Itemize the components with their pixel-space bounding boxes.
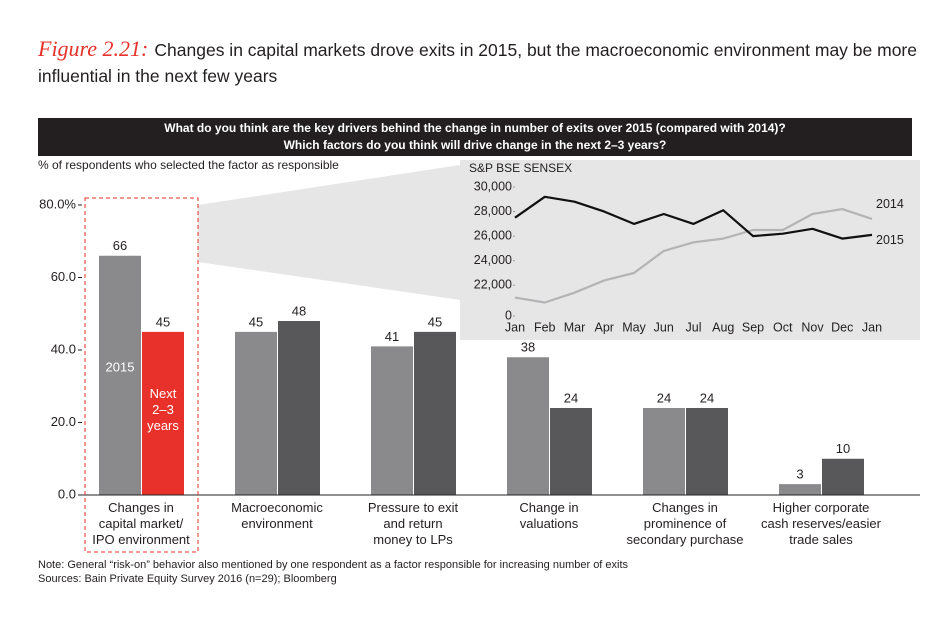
- series-label: 2014: [876, 197, 904, 211]
- x-tick-label: Change in valuations: [519, 500, 579, 531]
- value-label: 45: [428, 314, 442, 329]
- bar: [779, 484, 821, 495]
- bar: [550, 408, 592, 495]
- value-label: 24: [564, 390, 578, 405]
- value-label: 10: [836, 441, 850, 456]
- x-tick-label: Jan: [505, 320, 525, 334]
- x-tick-label: Mar: [564, 320, 586, 334]
- x-tick-label: Higher corporate cash reserves/easier tr…: [761, 500, 881, 547]
- bar: [371, 346, 413, 495]
- bar: [414, 331, 456, 495]
- bar: [235, 331, 277, 495]
- highlight-box: [84, 197, 199, 553]
- note: Note: General “risk-on” behavior also me…: [38, 559, 629, 571]
- value-label: 24: [657, 390, 671, 405]
- banner: [38, 118, 912, 156]
- source: Sources: Bain Private Equity Survey 2016…: [38, 573, 337, 585]
- inset-background: [460, 160, 920, 340]
- x-tick-label: Oct: [773, 320, 793, 334]
- value-label: 24: [700, 390, 714, 405]
- y-tick-label: 80.0%: [39, 196, 76, 211]
- x-tick-label: Changes in capital market/ IPO environme…: [92, 500, 190, 547]
- inset-title: S&P BSE SENSEX: [469, 161, 572, 175]
- x-tick-label: Jun: [654, 320, 674, 334]
- y-axis-label: % of respondents who selected the factor…: [38, 158, 339, 172]
- y-tick-label: 30,000: [474, 179, 512, 193]
- y-tick-label: 40.0: [51, 341, 76, 356]
- value-label: 48: [292, 303, 306, 318]
- x-tick-label: Jul: [686, 320, 702, 334]
- x-tick-label: Apr: [595, 320, 614, 334]
- value-label: 38: [521, 340, 535, 355]
- line: [514, 195, 873, 240]
- x-tick-label: Nov: [801, 320, 824, 334]
- legend-label: Next 2–3 years: [147, 386, 179, 433]
- title-block: Figure 2.21: Changes in capital markets d…: [38, 36, 918, 89]
- bar: [643, 408, 685, 495]
- bar: [142, 331, 184, 495]
- bar: [507, 357, 549, 495]
- bar: [99, 255, 141, 495]
- y-tick-label: 22,000: [474, 278, 512, 292]
- y-tick-label: 28,000: [474, 204, 512, 218]
- figure-label: Figure 2.21:: [38, 36, 149, 61]
- y-tick-label: 60.0: [51, 269, 76, 284]
- x-tick-label: Dec: [831, 320, 853, 334]
- figure-title: Changes in capital markets drove exits i…: [38, 40, 917, 86]
- y-tick-label: 0: [505, 308, 512, 322]
- x-tick-label: Changes in prominence of secondary purch…: [626, 500, 744, 547]
- value-label: 66: [113, 238, 127, 253]
- value-label: 45: [249, 314, 263, 329]
- x-tick-label: Macroeconomic environment: [231, 500, 323, 531]
- zoom-connector: [198, 165, 460, 300]
- x-tick-label: Feb: [534, 320, 556, 334]
- x-tick-label: Sep: [742, 320, 764, 334]
- x-tick-label: Jan: [862, 320, 882, 334]
- banner-line: Which factors do you think will drive ch…: [284, 138, 667, 152]
- line: [514, 208, 873, 304]
- y-tick-label: 0.0: [58, 486, 76, 501]
- series-label: 2015: [876, 233, 904, 247]
- bar: [278, 321, 320, 495]
- x-tick-label: May: [622, 320, 646, 334]
- x-tick-label: Pressure to exit and return money to LPs: [367, 500, 459, 547]
- legend-label: 2015: [106, 359, 135, 374]
- banner-line: What do you think are the key drivers be…: [164, 121, 786, 135]
- bar: [822, 458, 864, 495]
- value-label: 45: [156, 314, 170, 329]
- bar: [686, 408, 728, 495]
- value-label: 41: [385, 329, 399, 344]
- y-tick-label: 20.0: [51, 414, 76, 429]
- y-tick-label: 26,000: [474, 228, 512, 242]
- y-tick-label: 24,000: [474, 253, 512, 267]
- x-tick-label: Aug: [712, 320, 734, 334]
- value-label: 3: [796, 467, 803, 482]
